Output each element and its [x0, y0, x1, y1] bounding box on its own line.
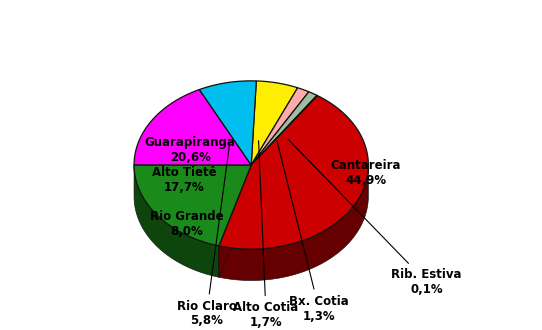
Polygon shape	[134, 165, 219, 277]
Polygon shape	[219, 96, 369, 249]
Text: Alto Cotia
1,7%: Alto Cotia 1,7%	[234, 141, 299, 329]
Text: Rib. Estiva
0,1%: Rib. Estiva 0,1%	[288, 139, 462, 296]
Polygon shape	[134, 165, 251, 246]
Text: Cantareira
44,9%: Cantareira 44,9%	[331, 159, 401, 187]
Polygon shape	[251, 88, 309, 165]
Polygon shape	[134, 89, 251, 165]
Polygon shape	[219, 165, 251, 277]
Polygon shape	[219, 166, 369, 280]
Polygon shape	[219, 165, 251, 277]
Polygon shape	[251, 95, 318, 165]
Text: Rio Grande
8,0%: Rio Grande 8,0%	[150, 211, 224, 238]
Polygon shape	[251, 92, 317, 165]
Polygon shape	[251, 81, 298, 165]
Text: Alto Tietê
17,7%: Alto Tietê 17,7%	[152, 166, 217, 194]
Text: Bx. Cotia
1,3%: Bx. Cotia 1,3%	[277, 141, 349, 322]
Text: Rio Claro
5,8%: Rio Claro 5,8%	[177, 143, 237, 327]
Polygon shape	[199, 81, 256, 165]
Text: Guarapiranga
20,6%: Guarapiranga 20,6%	[145, 136, 236, 164]
